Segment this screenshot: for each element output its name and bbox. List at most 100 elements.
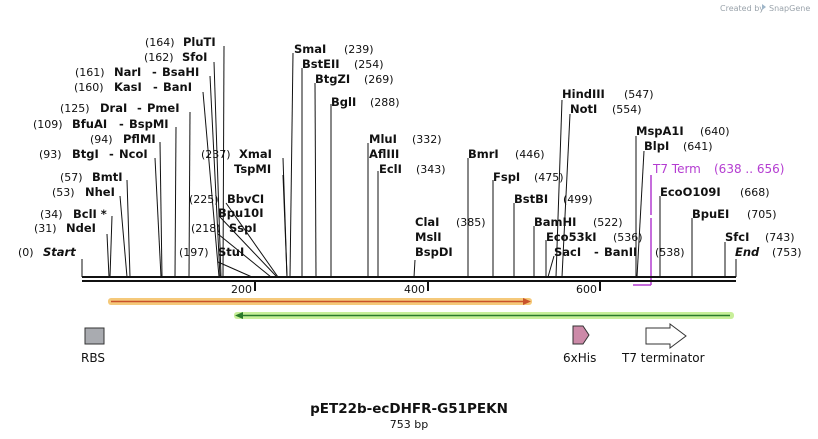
site-mspa1i[interactable]: MspA1I (640) bbox=[636, 124, 730, 138]
site-msli[interactable]: MslI bbox=[415, 230, 442, 244]
site-bbvci[interactable]: (225) BbvCI bbox=[189, 192, 264, 206]
his-tag-arrow-icon bbox=[572, 325, 590, 345]
feature-label-t7-terminator: T7 terminator bbox=[621, 351, 705, 365]
site-sspi[interactable]: (218) SspI bbox=[191, 221, 257, 235]
site-name: MspA1I bbox=[636, 124, 684, 138]
site-end[interactable]: End (753) bbox=[735, 245, 802, 259]
site-nhei[interactable]: (53) NheI bbox=[52, 185, 115, 199]
site-ecoo109i[interactable]: EcoO109I (668) bbox=[660, 185, 770, 199]
site-tspmi[interactable]: TspMI bbox=[234, 162, 271, 176]
site-blpi[interactable]: BlpI (641) bbox=[644, 139, 713, 153]
site-name: NheI bbox=[85, 185, 115, 199]
site-name-2: BanI bbox=[163, 80, 192, 94]
site-bgli[interactable]: BglI (288) bbox=[331, 95, 400, 109]
site-name: BspDI bbox=[415, 245, 453, 259]
feature-label-rbs: RBS bbox=[81, 351, 105, 365]
feature-t7-terminator[interactable]: T7 terminator bbox=[621, 323, 705, 365]
site-pos: (109) bbox=[33, 118, 63, 131]
map-length: 753 bp bbox=[390, 418, 428, 431]
site-stui[interactable]: (197) StuI bbox=[179, 245, 244, 259]
rbs-box-icon bbox=[84, 327, 105, 345]
site-name: EcoO109I bbox=[660, 185, 721, 199]
site-smai[interactable]: SmaI (239) bbox=[294, 42, 374, 56]
site-pos: (57) bbox=[60, 171, 83, 184]
site-pos: (237) bbox=[201, 148, 231, 161]
orf-reverse[interactable] bbox=[234, 312, 734, 319]
site-name: BbvCI bbox=[227, 192, 264, 206]
site-drai-pmei[interactable]: (125) DraI - PmeI bbox=[60, 101, 180, 115]
site-pos: (225) bbox=[189, 193, 219, 206]
site-name: BpuEI bbox=[692, 207, 729, 221]
site-bmti[interactable]: (57) BmtI bbox=[60, 170, 123, 184]
site-pos: (125) bbox=[60, 102, 90, 115]
site-separator: - bbox=[153, 80, 158, 94]
site-pos: (161) bbox=[75, 66, 105, 79]
site-bamhi[interactable]: BamHI (522) bbox=[534, 215, 623, 229]
site-btgi-ncoi[interactable]: (93) BtgI - NcoI bbox=[39, 147, 148, 161]
site-pos: (254) bbox=[354, 58, 384, 71]
tick-label-200: 200 bbox=[231, 283, 252, 296]
site-pos: (34) bbox=[40, 208, 63, 221]
orf-reverse-arrowhead-icon bbox=[235, 312, 243, 319]
site-sfci[interactable]: SfcI (743) bbox=[725, 230, 795, 244]
site-bpu10i[interactable]: Bpu10I bbox=[218, 206, 263, 220]
site-pflmi[interactable]: (94) PflMI bbox=[90, 132, 156, 146]
site-btgzi[interactable]: BtgZI (269) bbox=[315, 72, 394, 86]
site-fspi[interactable]: FspI (475) bbox=[493, 170, 564, 184]
site-name: PflMI bbox=[123, 132, 156, 146]
site-clai[interactable]: ClaI (385) bbox=[415, 215, 486, 229]
site-name: KasI bbox=[114, 80, 142, 94]
site-pos: (239) bbox=[344, 43, 374, 56]
site-separator: - bbox=[119, 117, 124, 131]
site-eco53ki[interactable]: Eco53kI (536) bbox=[546, 230, 643, 244]
site-bsteii[interactable]: BstEII (254) bbox=[302, 57, 384, 71]
site-name: StuI bbox=[218, 245, 244, 259]
feature-rbs[interactable]: RBS bbox=[81, 327, 105, 365]
orf-forward[interactable] bbox=[108, 298, 532, 305]
site-bstbi[interactable]: BstBI (499) bbox=[514, 192, 593, 206]
site-ndei[interactable]: (31) NdeI bbox=[34, 221, 96, 235]
site-bmri[interactable]: BmrI (446) bbox=[468, 147, 545, 161]
site-labels: (0) Start (31) NdeI (34) BclI * (53) Nhe… bbox=[18, 35, 802, 259]
site-afliii[interactable]: AflIII bbox=[369, 147, 399, 161]
site-pos: (385) bbox=[456, 216, 486, 229]
site-hindiii[interactable]: HindIII (547) bbox=[562, 87, 654, 101]
site-sfoi[interactable]: (162) SfoI bbox=[144, 50, 207, 64]
site-name: BlpI bbox=[644, 139, 669, 153]
site-pluti[interactable]: (164) PluTI bbox=[145, 35, 216, 49]
site-pos: (547) bbox=[624, 88, 654, 101]
watermark-brand: SnapGene bbox=[769, 4, 810, 13]
site-bcli[interactable]: (34) BclI * bbox=[40, 207, 107, 221]
site-kasi-bani[interactable]: (160) KasI - BanI bbox=[74, 80, 192, 94]
site-name: ClaI bbox=[415, 215, 439, 229]
site-noti[interactable]: NotI (554) bbox=[570, 102, 642, 116]
site-ecli[interactable]: EclI (343) bbox=[379, 162, 446, 176]
site-pos: (197) bbox=[179, 246, 209, 259]
site-pos: (160) bbox=[74, 81, 104, 94]
map-title: pET22b-ecDHFR-G51PEKN bbox=[310, 401, 508, 417]
site-start[interactable]: (0) Start bbox=[18, 245, 76, 259]
site-separator: - bbox=[109, 147, 114, 161]
tick-label-400: 400 bbox=[404, 283, 425, 296]
site-saci-banii[interactable]: SacI - BanII (538) bbox=[554, 245, 685, 259]
watermark-prefix: Created by bbox=[720, 4, 764, 13]
site-bfuai-bspmi[interactable]: (109) BfuAI - BspMI bbox=[33, 117, 169, 131]
site-bpuei[interactable]: BpuEI (705) bbox=[692, 207, 777, 221]
site-bspdi[interactable]: BspDI bbox=[415, 245, 453, 259]
site-pos: (164) bbox=[145, 36, 175, 49]
site-pos: (162) bbox=[144, 51, 174, 64]
site-name: BmrI bbox=[468, 147, 499, 161]
site-name: SfoI bbox=[182, 50, 207, 64]
site-name: MluI bbox=[369, 132, 397, 146]
site-xmai[interactable]: (237) XmaI bbox=[201, 147, 272, 161]
t7-term-range: (638 .. 656) bbox=[714, 162, 784, 176]
site-name: XmaI bbox=[239, 147, 272, 161]
site-separator: - bbox=[137, 101, 142, 115]
site-name: BmtI bbox=[92, 170, 123, 184]
site-nari-bsahi[interactable]: (161) NarI - BsaHI bbox=[75, 65, 199, 79]
site-mlui[interactable]: MluI (332) bbox=[369, 132, 442, 146]
site-pos: (641) bbox=[683, 140, 713, 153]
feature-6xhis[interactable]: 6xHis bbox=[563, 325, 596, 365]
site-connectors bbox=[81, 45, 737, 278]
